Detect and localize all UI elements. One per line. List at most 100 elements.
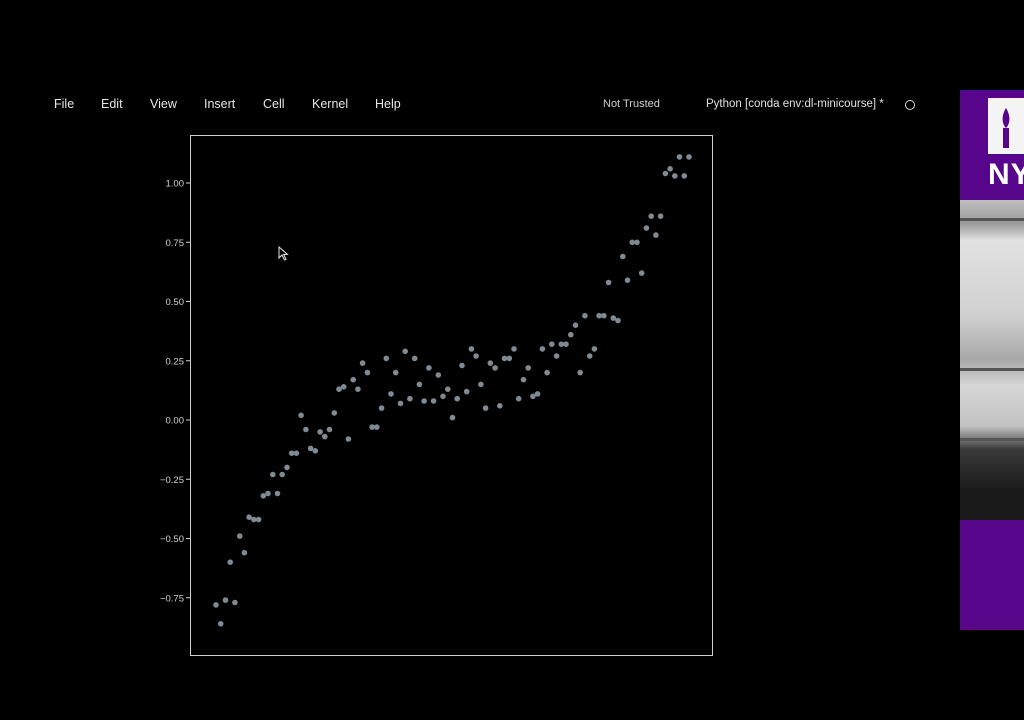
y-tick-label: −0.50 — [160, 534, 184, 545]
scatter-point — [326, 426, 333, 433]
scatter-point — [407, 395, 413, 402]
scatter-point — [568, 331, 574, 338]
scatter-point — [397, 400, 404, 407]
scatter-point — [473, 353, 479, 359]
scatter-point — [435, 372, 442, 378]
scatter-point — [279, 471, 286, 478]
y-tick-label: 0.25 — [166, 356, 185, 367]
y-tick-label: 0.50 — [166, 297, 185, 308]
scatter-point — [454, 395, 461, 402]
scatter-point — [482, 405, 489, 411]
scatter-point — [591, 346, 598, 352]
scatter-point — [270, 471, 276, 478]
scatter-point — [359, 360, 366, 366]
scatter-point — [596, 312, 602, 319]
scatter-point — [586, 353, 593, 359]
scatter-point — [265, 490, 271, 497]
scatter-point — [430, 398, 437, 404]
scatter-point — [217, 621, 224, 627]
scatter-point — [497, 403, 503, 409]
scatter-point — [643, 225, 650, 231]
menu-help[interactable]: Help — [375, 97, 401, 111]
scatter-point — [638, 270, 645, 276]
scatter-point — [322, 433, 328, 440]
scatter-point — [463, 388, 470, 395]
scatter-point — [293, 450, 300, 457]
scatter-point — [676, 154, 683, 160]
scatter-point — [501, 355, 508, 362]
menu-file[interactable]: File — [54, 97, 75, 111]
scatter-point — [511, 346, 517, 352]
scatter-point — [383, 355, 390, 362]
scatter-point — [374, 424, 380, 430]
photo-band — [960, 218, 1024, 221]
y-tick-label: 0.00 — [166, 416, 185, 427]
menu-cell[interactable]: Cell — [263, 97, 285, 111]
scatter-point — [610, 315, 617, 321]
scatter-point — [601, 312, 607, 319]
scatter-point — [307, 445, 314, 452]
scatter-point — [213, 602, 219, 608]
scatter-point — [520, 376, 527, 383]
menu-kernel[interactable]: Kernel — [312, 97, 349, 111]
scatter-point — [284, 464, 290, 471]
scatter-point — [681, 173, 688, 179]
scatter-point — [672, 173, 678, 179]
kernel-idle-circle-icon — [905, 100, 915, 110]
purple-banner — [960, 520, 1024, 630]
scatter-point — [227, 559, 233, 565]
scatter-point — [492, 365, 498, 371]
scatter-point — [686, 154, 692, 160]
scatter-point — [274, 490, 281, 497]
scatter-point — [298, 412, 304, 419]
scatter-point — [544, 369, 550, 376]
scatter-point — [222, 597, 229, 603]
plot-frame — [190, 135, 713, 656]
menu-insert[interactable]: Insert — [204, 97, 236, 111]
trust-status-button[interactable]: Not Trusted — [603, 98, 660, 110]
scatter-point — [426, 365, 432, 371]
video-side-panel: NY — [960, 90, 1024, 630]
photo-band — [960, 368, 1024, 371]
scatter-point — [620, 253, 626, 260]
scatter-point — [525, 365, 531, 371]
menu-view[interactable]: View — [150, 97, 177, 111]
scatter-point — [582, 312, 588, 319]
scatter-point — [392, 369, 399, 376]
notebook-menubar: File Edit View Insert Cell Kernel Help — [0, 92, 940, 118]
scatter-point — [388, 391, 394, 397]
scatter-point — [553, 353, 560, 359]
scatter-point — [572, 322, 579, 329]
scatter-point — [653, 232, 659, 238]
scatter-point — [487, 360, 494, 366]
y-tick-label: −0.75 — [160, 593, 184, 604]
mouse-pointer-icon — [278, 246, 289, 261]
scatter-point — [402, 348, 409, 355]
university-logo: NY — [960, 90, 1024, 200]
scatter-point — [345, 436, 352, 442]
scatter-point — [331, 410, 338, 416]
scatter-point — [411, 355, 418, 362]
scatter-point — [251, 516, 257, 523]
scatter-point — [563, 341, 569, 348]
scatter-point — [468, 346, 475, 352]
kernel-name-label[interactable]: Python [conda env:dl-minicourse] * — [706, 98, 884, 110]
scatter-point — [440, 393, 446, 400]
scatter-point — [615, 317, 621, 324]
scatter-point — [667, 166, 673, 172]
scatter-point — [648, 213, 654, 219]
scatter-point — [534, 391, 541, 397]
scatter-point — [336, 386, 342, 393]
scatter-point — [369, 424, 375, 430]
torch-logo-icon — [988, 98, 1024, 154]
menu-edit[interactable]: Edit — [101, 97, 123, 111]
scatter-point — [255, 516, 262, 523]
scatter-point — [449, 414, 456, 421]
scatter-point — [416, 381, 423, 388]
scatter-point — [506, 355, 513, 362]
scatter-point — [605, 279, 612, 286]
scatter-point — [624, 277, 631, 284]
y-tick-label: 1.00 — [166, 179, 185, 190]
scatter-point — [241, 549, 248, 556]
